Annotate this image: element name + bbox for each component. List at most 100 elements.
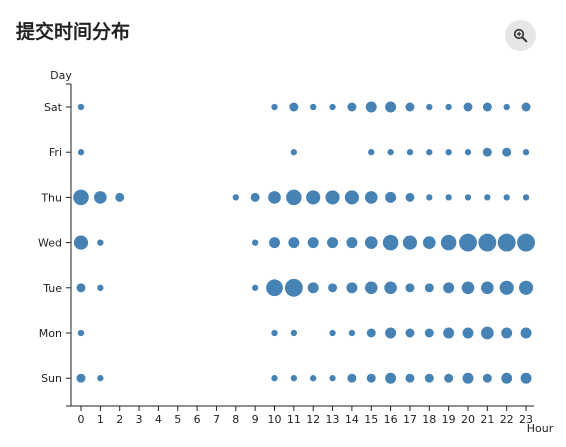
- bubble[interactable]: [462, 327, 474, 339]
- bubble[interactable]: [310, 103, 317, 111]
- bubble[interactable]: [329, 103, 336, 111]
- bubble[interactable]: [445, 149, 452, 156]
- bubble[interactable]: [346, 282, 358, 294]
- bubble[interactable]: [463, 102, 473, 112]
- bubble[interactable]: [520, 327, 532, 339]
- bubble[interactable]: [444, 373, 454, 383]
- bubble[interactable]: [73, 189, 89, 206]
- bubble[interactable]: [364, 191, 378, 204]
- bubble[interactable]: [266, 279, 283, 297]
- bubble[interactable]: [464, 194, 472, 201]
- bubble[interactable]: [481, 281, 494, 295]
- bubble[interactable]: [405, 328, 415, 338]
- bubble[interactable]: [497, 233, 516, 252]
- bubble[interactable]: [459, 233, 477, 252]
- bubble[interactable]: [289, 102, 299, 112]
- bubble[interactable]: [384, 281, 397, 295]
- bubble[interactable]: [445, 194, 452, 201]
- bubble[interactable]: [306, 190, 321, 205]
- bubble[interactable]: [364, 236, 378, 249]
- bubble[interactable]: [481, 326, 494, 340]
- bubble[interactable]: [501, 327, 513, 339]
- bubble[interactable]: [77, 149, 85, 156]
- bubble[interactable]: [329, 375, 336, 382]
- bubble[interactable]: [405, 283, 415, 293]
- bubble[interactable]: [268, 191, 281, 204]
- bubble[interactable]: [271, 103, 278, 111]
- bubble[interactable]: [385, 372, 397, 384]
- bubble[interactable]: [366, 328, 376, 338]
- bubble[interactable]: [461, 281, 475, 295]
- bubble[interactable]: [250, 192, 260, 202]
- bubble[interactable]: [385, 327, 397, 339]
- bubble[interactable]: [284, 278, 303, 297]
- bubble[interactable]: [290, 329, 298, 337]
- bubble[interactable]: [77, 329, 85, 337]
- bubble[interactable]: [405, 192, 415, 202]
- bubble[interactable]: [286, 189, 302, 206]
- bubble[interactable]: [347, 373, 357, 383]
- bubble[interactable]: [94, 191, 107, 204]
- bubble[interactable]: [402, 235, 418, 250]
- bubble[interactable]: [290, 375, 298, 382]
- bubble[interactable]: [499, 280, 514, 295]
- bubble[interactable]: [346, 237, 358, 249]
- bubble[interactable]: [328, 283, 338, 293]
- bubble[interactable]: [503, 103, 510, 111]
- bubble[interactable]: [251, 284, 259, 291]
- bubble[interactable]: [522, 149, 530, 156]
- bubble[interactable]: [77, 103, 85, 111]
- bubble[interactable]: [482, 102, 492, 112]
- bubble[interactable]: [310, 375, 317, 382]
- bubble[interactable]: [522, 194, 530, 201]
- bubble[interactable]: [521, 102, 531, 112]
- bubble[interactable]: [348, 329, 356, 337]
- bubble[interactable]: [520, 372, 532, 384]
- bubble[interactable]: [406, 149, 414, 156]
- bubble[interactable]: [366, 373, 376, 383]
- bubble[interactable]: [405, 373, 415, 383]
- bubble[interactable]: [503, 194, 510, 201]
- bubble[interactable]: [325, 190, 340, 205]
- bubble[interactable]: [73, 235, 89, 250]
- bubble[interactable]: [518, 280, 534, 295]
- bubble[interactable]: [501, 372, 513, 384]
- bubble[interactable]: [288, 237, 300, 249]
- bubble[interactable]: [290, 149, 298, 156]
- bubble[interactable]: [385, 191, 397, 203]
- bubble[interactable]: [307, 282, 319, 294]
- bubble[interactable]: [426, 149, 433, 156]
- bubble[interactable]: [440, 234, 457, 251]
- bubble[interactable]: [482, 373, 492, 383]
- bubble[interactable]: [76, 283, 86, 293]
- bubble[interactable]: [484, 194, 491, 201]
- bubble[interactable]: [517, 233, 535, 252]
- bubble[interactable]: [115, 192, 125, 202]
- bubble[interactable]: [405, 102, 415, 112]
- bubble[interactable]: [482, 147, 492, 157]
- bubble[interactable]: [269, 237, 280, 249]
- bubble[interactable]: [329, 329, 336, 337]
- bubble[interactable]: [426, 194, 433, 201]
- bubble[interactable]: [478, 233, 497, 252]
- zoom-button[interactable]: [505, 20, 536, 51]
- bubble[interactable]: [232, 194, 239, 201]
- bubble[interactable]: [443, 282, 455, 294]
- bubble[interactable]: [443, 327, 455, 339]
- bubble[interactable]: [368, 149, 375, 156]
- bubble[interactable]: [347, 102, 357, 112]
- bubble[interactable]: [464, 149, 472, 156]
- bubble[interactable]: [271, 329, 278, 337]
- bubble[interactable]: [424, 373, 434, 383]
- bubble[interactable]: [97, 239, 104, 246]
- bubble[interactable]: [462, 372, 474, 384]
- bubble[interactable]: [97, 375, 104, 382]
- bubble[interactable]: [424, 283, 434, 293]
- bubble[interactable]: [426, 103, 433, 111]
- bubble[interactable]: [365, 101, 377, 113]
- bubble[interactable]: [385, 101, 397, 113]
- bubble[interactable]: [445, 103, 452, 111]
- bubble[interactable]: [76, 373, 86, 383]
- bubble[interactable]: [251, 239, 259, 246]
- bubble[interactable]: [424, 328, 434, 338]
